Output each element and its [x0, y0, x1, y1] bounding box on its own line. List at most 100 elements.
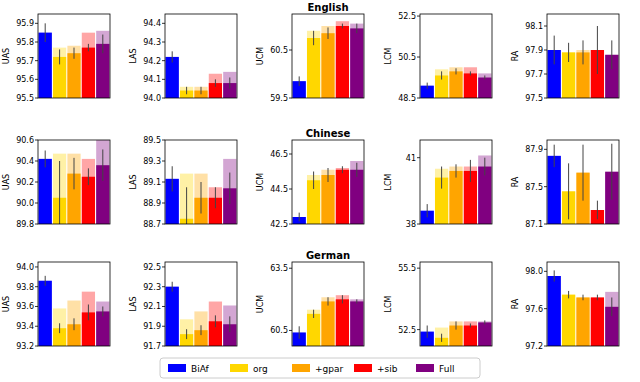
y-tick-label: 41 — [406, 154, 416, 163]
y-axis-label: RA — [511, 298, 520, 309]
bar-upper — [209, 302, 222, 346]
y-axis-label: LAS — [129, 296, 138, 311]
error-bar — [456, 164, 457, 177]
bars — [548, 26, 619, 98]
error-bar — [583, 145, 584, 201]
y-tick — [289, 154, 292, 155]
y-tick — [544, 186, 547, 187]
y-tick — [35, 42, 38, 43]
bar — [39, 33, 52, 98]
error-bar — [59, 49, 60, 64]
y-tick-label: 90.0 — [16, 199, 34, 208]
bar-upper — [562, 295, 575, 346]
frame — [165, 262, 237, 346]
bar-upper — [449, 67, 462, 98]
error-bar — [45, 151, 46, 168]
panel: 95.595.695.795.895.9UAS — [2, 14, 110, 103]
error-bar — [554, 270, 555, 281]
error-bar — [597, 26, 598, 74]
error-bar — [342, 24, 343, 29]
y-tick-label: 89.1 — [143, 178, 161, 187]
y-tick-label: 97.7 — [525, 70, 543, 79]
frame — [420, 262, 492, 346]
frame — [420, 14, 492, 98]
y-axis-label: LCM — [384, 173, 393, 190]
frame — [547, 262, 619, 346]
error-bar — [299, 76, 300, 86]
bar-upper — [194, 311, 207, 346]
error-bar — [102, 149, 103, 181]
y-tick — [544, 74, 547, 75]
bar-upper — [321, 297, 334, 346]
y-tick — [417, 57, 420, 58]
bar-upper — [180, 319, 193, 346]
bar-upper — [336, 295, 349, 346]
bar — [39, 159, 52, 224]
bar-upper — [39, 159, 52, 224]
bar-upper — [223, 72, 236, 98]
bar — [307, 314, 320, 346]
y-tick-label: 93.6 — [16, 302, 34, 311]
y-tick-label: 95.5 — [16, 94, 34, 103]
y-tick — [162, 79, 165, 80]
panel: 89.890.090.290.490.6UAS — [2, 136, 110, 235]
error-bar — [186, 87, 187, 94]
y-axis-label: UCM — [256, 295, 265, 313]
bar — [449, 171, 462, 224]
y-tick-label: 88.7 — [143, 220, 161, 229]
bar-upper — [67, 301, 80, 346]
error-bar — [299, 213, 300, 222]
error-bar — [102, 306, 103, 316]
y-tick-label: 60.5 — [270, 326, 288, 335]
panel: 42.544.546.5UCMChinese — [256, 128, 364, 229]
legend-label: Full — [439, 364, 454, 374]
y-axis-label: UAS — [2, 174, 11, 190]
row-title: German — [306, 250, 350, 261]
y-tick — [289, 98, 292, 99]
error-bar — [484, 158, 485, 176]
bars — [421, 67, 492, 98]
y-tick-label: 95.7 — [16, 57, 34, 66]
error-bar — [456, 68, 457, 74]
y-tick — [35, 182, 38, 183]
y-axis-label: LAS — [129, 174, 138, 189]
y-tick — [35, 203, 38, 204]
y-tick-label: 90.4 — [16, 157, 34, 166]
legend-swatch — [354, 364, 372, 372]
frame — [165, 140, 237, 224]
error-bar — [568, 43, 569, 62]
y-tick — [35, 306, 38, 307]
bar-upper — [166, 287, 179, 346]
bar — [562, 295, 575, 346]
y-tick — [162, 203, 165, 204]
y-tick-label: 95.9 — [16, 19, 34, 28]
panel: 52.555.5LCM — [384, 262, 492, 346]
error-bar — [299, 326, 300, 338]
y-tick-label: 87.9 — [525, 145, 543, 154]
bar-upper — [82, 159, 95, 224]
bar — [321, 175, 334, 224]
frame — [547, 14, 619, 98]
bar-upper — [449, 321, 462, 346]
error-bar — [441, 71, 442, 79]
legend-swatch — [230, 364, 248, 372]
y-tick-label: 94.2 — [143, 57, 161, 66]
y-tick — [162, 42, 165, 43]
y-tick-label: 59.5 — [270, 94, 288, 103]
bar — [478, 78, 491, 98]
bar-upper — [166, 57, 179, 98]
error-bar — [172, 282, 173, 292]
bar — [82, 48, 95, 98]
error-bar — [441, 167, 442, 189]
frame — [292, 14, 364, 98]
bar — [166, 287, 179, 346]
y-tick — [162, 224, 165, 225]
error-bar — [568, 163, 569, 219]
y-tick — [162, 161, 165, 162]
bar-upper — [435, 69, 448, 98]
panel: 97.597.797.998.1RA — [511, 14, 619, 103]
bar — [39, 281, 52, 346]
frame — [38, 14, 110, 98]
y-tick — [544, 224, 547, 225]
y-tick-label: 42.5 — [270, 220, 288, 229]
